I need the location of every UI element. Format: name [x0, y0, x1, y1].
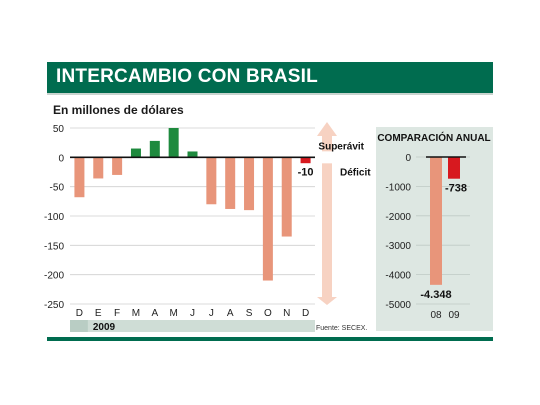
page-title: INTERCAMBIO CON BRASIL	[56, 66, 318, 87]
x-tick-label: A	[227, 308, 234, 319]
x-tick-label: F	[114, 308, 120, 319]
x-tick-label: D	[76, 308, 83, 319]
bar	[262, 157, 273, 281]
annual-y-tick-label: -3000	[385, 241, 411, 252]
annual-title: COMPARACIÓN ANUAL	[377, 131, 490, 144]
bar	[187, 151, 198, 158]
title-bar: INTERCAMBIO CON BRASIL	[47, 62, 493, 93]
annual-y-tick-label: -5000	[385, 300, 411, 311]
bar	[244, 157, 255, 211]
y-tick-label: -50	[50, 183, 65, 194]
arrow-up-icon	[317, 122, 337, 136]
source-note: Fuente: SECEX.	[316, 325, 367, 332]
y-tick-label: -250	[44, 300, 64, 311]
bar	[206, 157, 217, 205]
arrow-shaft-up	[322, 136, 332, 152]
bar	[149, 140, 160, 158]
annual-data-label: -738	[445, 183, 467, 195]
y-tick-label: -200	[44, 271, 64, 282]
x-tick-label: E	[95, 308, 102, 319]
bar	[93, 157, 104, 179]
annual-x-tick-label: 09	[448, 310, 460, 321]
annual-bar	[448, 157, 460, 179]
y-tick-label: -100	[44, 212, 64, 223]
annual-y-tick-label: -1000	[385, 182, 411, 193]
x-tick-label: S	[246, 308, 253, 319]
x-tick-label: J	[190, 308, 195, 319]
bar	[300, 157, 311, 164]
annual-bar	[430, 157, 442, 285]
annotation-surplus: Superávit	[318, 141, 364, 152]
year-label: 2009	[93, 322, 116, 333]
data-label: -10	[298, 166, 314, 178]
x-tick-label: N	[283, 308, 290, 319]
x-tick-label: J	[209, 308, 214, 319]
arrow-down-icon	[317, 296, 337, 305]
x-tick-label: A	[151, 308, 158, 319]
annual-y-tick-label: -4000	[385, 271, 411, 282]
bar	[168, 128, 179, 158]
x-tick-label: O	[264, 308, 272, 319]
bar	[112, 157, 123, 175]
x-tick-label: D	[302, 308, 309, 319]
annual-x-tick-label: 08	[430, 310, 442, 321]
title-divider	[47, 93, 493, 95]
y-tick-label: 50	[53, 124, 65, 135]
annual-y-tick-label: -2000	[385, 212, 411, 223]
bar	[74, 157, 85, 198]
y-tick-label: -150	[44, 241, 64, 252]
annual-y-tick-label: 0	[405, 153, 411, 164]
x-tick-label: M	[132, 308, 140, 319]
year-band-prev	[70, 320, 88, 332]
bar	[281, 157, 292, 237]
annotation-deficit: Déficit	[340, 167, 371, 178]
bar	[225, 157, 236, 209]
bottom-divider	[47, 337, 493, 341]
year-band	[70, 320, 315, 332]
y-tick-label: 0	[58, 153, 64, 164]
arrow-shaft-down	[322, 163, 332, 299]
bar	[130, 148, 141, 158]
x-tick-label: M	[169, 308, 177, 319]
chart-subtitle: En millones de dólares	[53, 103, 184, 117]
annual-data-label: -4.348	[420, 289, 451, 301]
